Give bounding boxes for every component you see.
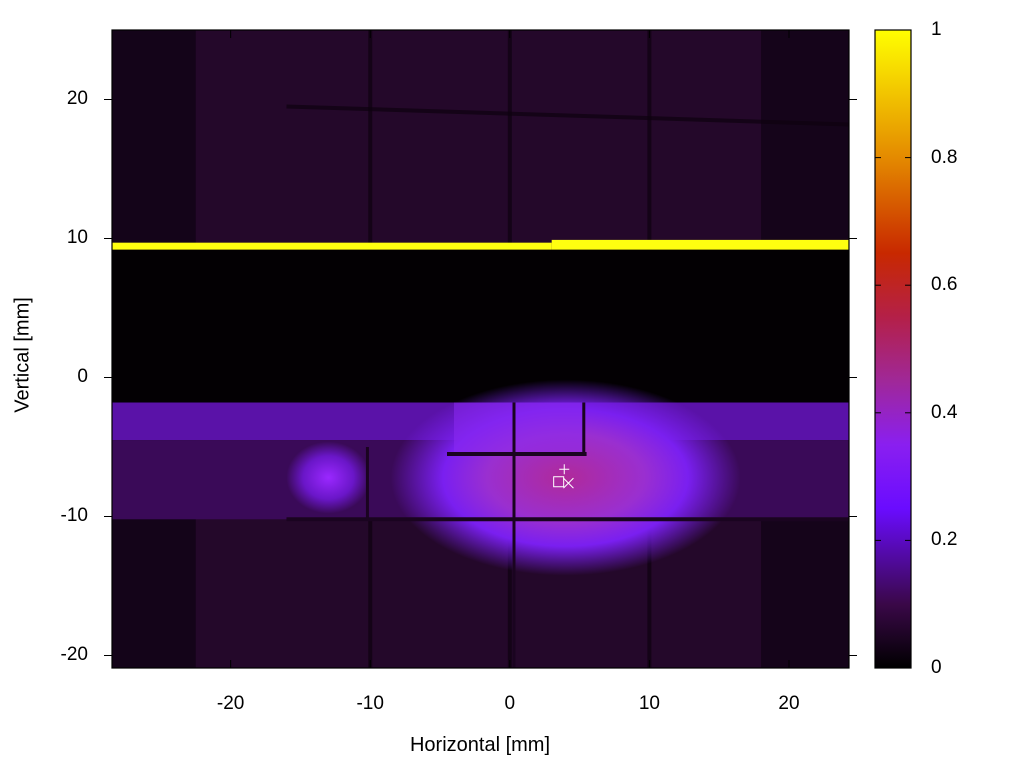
y-tick-label: 0 bbox=[77, 366, 88, 388]
y-axis-label: Vertical [mm] bbox=[11, 297, 34, 413]
colorbar-tick-label: 0 bbox=[931, 657, 942, 678]
marker-square bbox=[553, 476, 565, 488]
x-axis-label: Horizontal [mm] bbox=[409, 734, 551, 756]
x-tick-label: 20 bbox=[778, 693, 800, 714]
y-tick-label: 20 bbox=[66, 88, 88, 110]
x-tick-label: 0 bbox=[504, 693, 516, 714]
heatmap-image bbox=[112, 30, 849, 668]
bright-line-left bbox=[112, 242, 552, 250]
marker-plus bbox=[559, 464, 570, 475]
bright-line-right bbox=[551, 239, 849, 250]
plot-frame bbox=[111, 29, 850, 669]
colorbar-tick-label: 0.8 bbox=[931, 146, 958, 168]
marker-x bbox=[563, 477, 574, 489]
colorbar-tick-label: 1 bbox=[931, 19, 942, 40]
grid-seam bbox=[286, 104, 849, 127]
colorbar-tick-label: 0.6 bbox=[931, 274, 958, 296]
markers bbox=[553, 464, 574, 489]
y-tick-label: 10 bbox=[66, 227, 88, 249]
dark-band bbox=[112, 249, 849, 403]
colorbar bbox=[874, 29, 912, 669]
side-lobe bbox=[286, 441, 371, 514]
x-tick-label: -10 bbox=[356, 693, 384, 714]
colorbar-gradient bbox=[874, 29, 912, 669]
upper-lobe bbox=[453, 402, 583, 454]
colorbar-tick-label: 0.2 bbox=[931, 529, 958, 551]
axis-ticks bbox=[104, 30, 857, 668]
y-tick-label: -20 bbox=[60, 644, 88, 666]
plot-border bbox=[111, 29, 850, 669]
y-tick-label: -10 bbox=[60, 505, 88, 527]
colorbar-tick-label: 0.4 bbox=[931, 401, 958, 423]
x-tick-label: -20 bbox=[216, 693, 245, 714]
x-tick-label: 10 bbox=[638, 693, 660, 714]
